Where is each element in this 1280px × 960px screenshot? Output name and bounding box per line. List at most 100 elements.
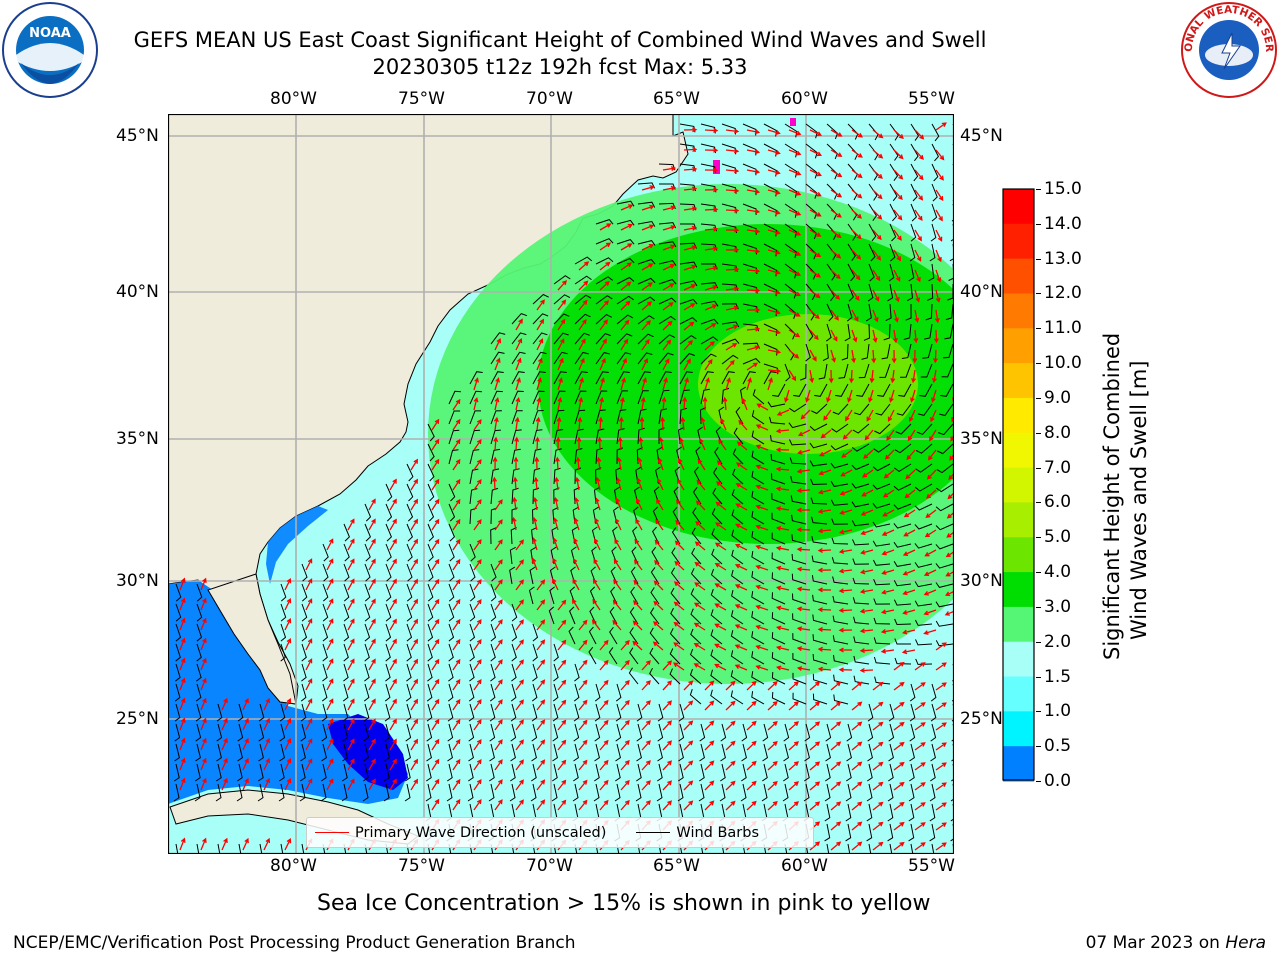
wind-barb	[792, 593, 807, 605]
wave-direction-arrow	[683, 284, 697, 291]
wave-direction-arrow	[389, 698, 397, 711]
wind-barb	[751, 671, 765, 685]
wind-barb	[588, 626, 597, 645]
wave-direction-arrow	[788, 681, 800, 691]
wind-barb	[887, 783, 894, 802]
wave-direction-arrow	[704, 377, 710, 391]
wind-barb	[364, 503, 372, 522]
wave-direction-arrow	[410, 658, 419, 671]
wave-direction-arrow	[914, 742, 926, 751]
wave-direction-arrow	[755, 464, 769, 471]
wind-barb	[321, 723, 328, 742]
wind-barb	[792, 633, 807, 645]
wave-direction-arrow	[830, 269, 841, 280]
wave-direction-arrow	[578, 280, 589, 291]
wave-direction-arrow	[911, 369, 917, 384]
wind-barb	[280, 623, 287, 642]
wave-direction-arrow	[906, 449, 916, 461]
wind-barb	[573, 723, 580, 742]
wave-direction-arrow	[263, 697, 271, 711]
wind-barb	[406, 583, 413, 602]
wind-barb	[595, 843, 599, 854]
wave-direction-arrow	[788, 721, 800, 731]
wind-barb	[792, 613, 807, 625]
wind-barb	[531, 703, 538, 722]
wave-direction-arrow	[368, 698, 376, 711]
wave-direction-arrow	[326, 718, 334, 731]
wave-direction-arrow	[925, 489, 937, 499]
wave-direction-arrow	[767, 781, 778, 791]
colorbar-tick-mark	[1036, 189, 1041, 190]
wave-direction-arrow	[494, 579, 503, 591]
wind-barb	[721, 371, 735, 385]
wind-barb	[447, 683, 454, 702]
wave-direction-arrow	[767, 269, 781, 275]
wave-direction-arrow	[746, 149, 761, 155]
wind-barb	[844, 323, 851, 342]
wave-direction-arrow	[591, 619, 601, 631]
wind-barb	[751, 531, 765, 545]
wave-direction-arrow	[368, 618, 376, 631]
wind-barb	[574, 332, 590, 345]
wave-direction-arrow	[536, 579, 546, 591]
wave-direction-arrow	[914, 842, 926, 851]
wind-barb	[730, 610, 744, 625]
wind-barb	[679, 352, 696, 365]
wave-direction-arrow	[775, 565, 790, 571]
wave-direction-arrow	[907, 429, 916, 442]
wind-barb	[858, 363, 870, 379]
wind-barb	[866, 823, 873, 842]
colorbar-segment	[1003, 711, 1034, 747]
wave-direction-arrow	[775, 525, 790, 531]
wind-barb	[299, 783, 306, 802]
wave-direction-arrow	[326, 558, 334, 571]
wave-direction-arrow	[452, 518, 461, 531]
wave-direction-arrow	[613, 579, 622, 591]
wave-direction-arrow	[872, 841, 884, 851]
wind-barb	[532, 371, 546, 385]
wave-direction-arrow	[767, 349, 782, 355]
wind-barb	[896, 403, 912, 416]
wind-barb	[929, 823, 936, 842]
wind-barb	[553, 294, 571, 305]
wind-barb	[531, 723, 538, 742]
wind-barb	[553, 275, 571, 285]
wave-direction-arrow	[881, 569, 895, 575]
wave-direction-arrow	[945, 570, 954, 577]
y-tick-right-40n: 40°N	[960, 282, 1003, 302]
wave-direction-arrow	[473, 778, 482, 791]
wind-barb	[469, 390, 482, 405]
wave-direction-arrow	[830, 681, 842, 691]
wave-direction-arrow	[512, 496, 518, 511]
colorbar-tick-mark	[1036, 641, 1041, 643]
colorbar-tick-label: 11.0	[1044, 318, 1082, 339]
wind-barb	[872, 463, 891, 472]
wave-direction-arrow	[284, 737, 292, 751]
wave-direction-arrow	[675, 519, 685, 531]
wave-direction-arrow	[734, 624, 748, 631]
wave-direction-arrow	[452, 398, 461, 411]
wave-direction-arrow	[452, 778, 461, 791]
wave-direction-arrow	[389, 478, 397, 491]
wind-barb	[532, 390, 545, 405]
wave-direction-arrow	[683, 358, 691, 371]
wave-direction-arrow	[830, 209, 842, 218]
wave-direction-arrow	[347, 578, 355, 591]
wave-direction-arrow	[889, 389, 895, 403]
wave-direction-arrow	[557, 318, 566, 331]
wind-barb	[853, 675, 870, 685]
wave-direction-arrow	[767, 309, 781, 315]
wind-barb	[385, 623, 392, 642]
wave-direction-arrow	[694, 582, 706, 591]
wave-direction-arrow	[830, 801, 842, 811]
wind-barb	[364, 663, 370, 682]
wave-direction-arrow	[473, 578, 482, 591]
wind-barb	[427, 663, 433, 682]
wave-direction-arrow	[700, 416, 706, 431]
wind-barb	[238, 843, 242, 854]
wind-barb	[678, 743, 684, 762]
wind-barb	[448, 523, 455, 542]
wave-direction-arrow	[830, 149, 843, 157]
wind-barb	[195, 763, 201, 782]
wave-direction-arrow	[347, 618, 355, 631]
